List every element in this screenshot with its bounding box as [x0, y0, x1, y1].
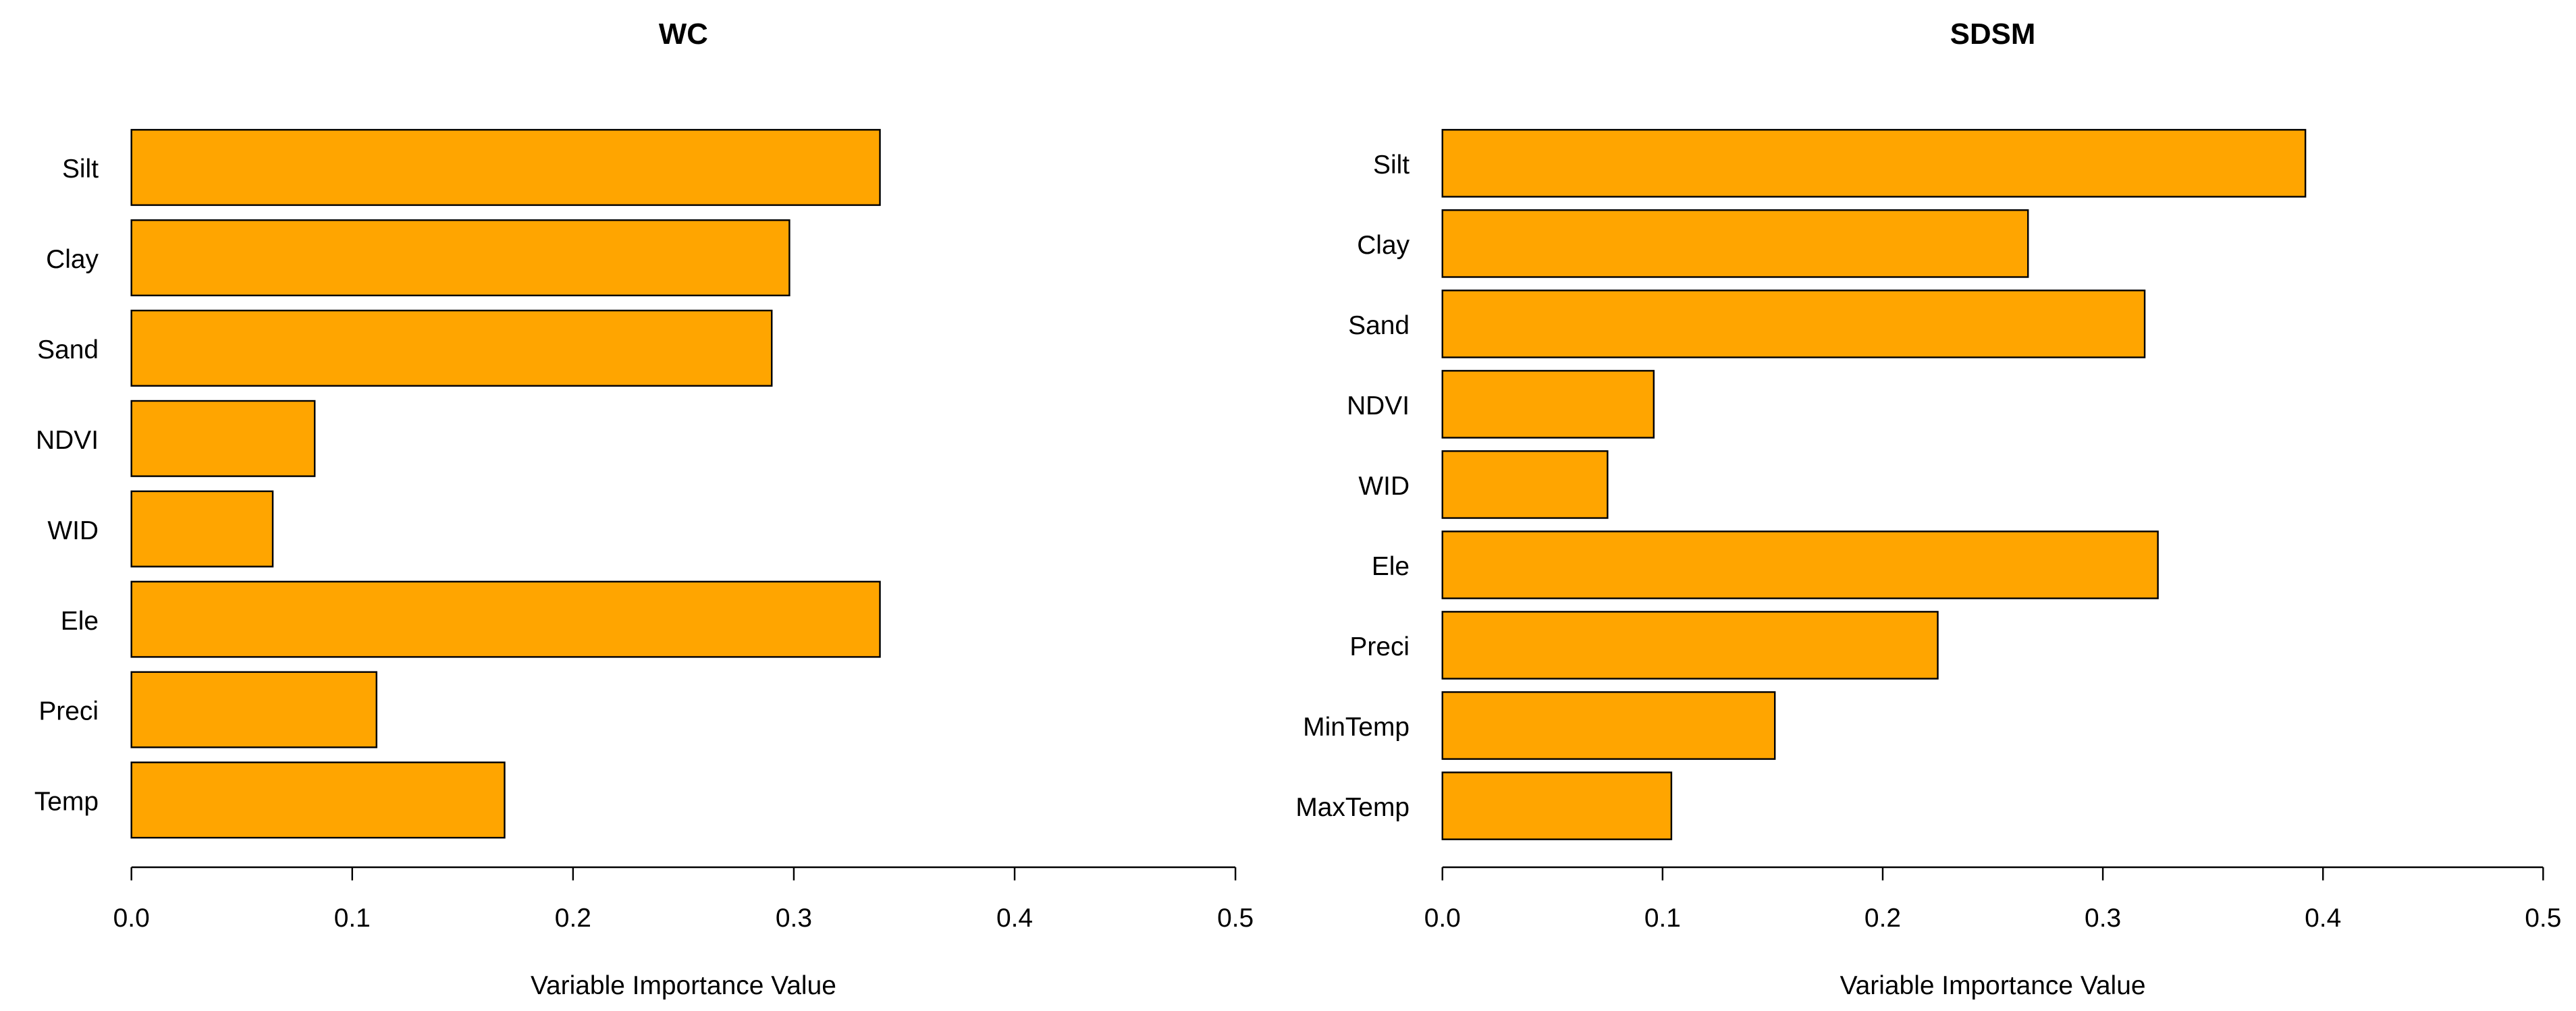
bar [130, 219, 790, 297]
x-axis-label: Variable Importance Value [531, 971, 836, 1000]
x-tick-label: 0.4 [996, 904, 1033, 933]
y-tick-label: Clay [46, 245, 99, 274]
bar [1441, 129, 2307, 198]
bar [1441, 771, 1673, 840]
y-tick-label: WID [47, 516, 99, 545]
chart-title: SDSM [1950, 18, 2036, 51]
y-tick-label: Clay [1357, 231, 1410, 260]
y-tick-label: Temp [34, 788, 99, 817]
bar [130, 129, 881, 207]
bar [1441, 450, 1609, 519]
y-tick-label: MaxTemp [1295, 793, 1410, 822]
x-tick-label: 0.0 [113, 904, 150, 933]
y-tick-label: Preci [1349, 632, 1410, 661]
bar [130, 671, 377, 748]
bar [130, 761, 506, 839]
bar [130, 580, 881, 658]
x-tick-label: 0.2 [1864, 904, 1901, 933]
x-tick-label: 0.3 [2085, 904, 2121, 933]
x-tick-label: 0.3 [776, 904, 812, 933]
y-tick-label: WID [1358, 472, 1410, 501]
x-tick-label: 0.1 [334, 904, 371, 933]
y-tick-label: Sand [1348, 311, 1410, 340]
x-tick-label: 0.5 [2525, 904, 2561, 933]
y-tick-label: Preci [38, 697, 99, 726]
bar [130, 400, 316, 477]
bar [1441, 209, 2029, 278]
y-tick-label: NDVI [36, 426, 99, 455]
x-tick-label: 0.2 [555, 904, 591, 933]
x-tick-label: 0.0 [1424, 904, 1461, 933]
bar [130, 309, 773, 387]
x-tick-label: 0.5 [1217, 904, 1254, 933]
bar [1441, 530, 2159, 599]
y-tick-label: Silt [1373, 151, 1410, 180]
y-tick-label: NDVI [1347, 391, 1410, 420]
y-tick-label: Ele [61, 607, 99, 636]
x-tick-label: 0.4 [2305, 904, 2341, 933]
bar [1441, 370, 1655, 439]
x-axis-label: Variable Importance Value [1840, 971, 2146, 1000]
x-tick-label: 0.1 [1644, 904, 1681, 933]
bar [1441, 691, 1776, 760]
y-tick-label: Silt [62, 155, 99, 184]
y-tick-label: MinTemp [1303, 713, 1410, 742]
bar [1441, 611, 1939, 680]
bar [130, 490, 274, 568]
chart-title: WC [659, 18, 708, 51]
bar [1441, 290, 2146, 358]
y-tick-label: Sand [37, 335, 99, 364]
y-tick-label: Ele [1372, 552, 1410, 581]
